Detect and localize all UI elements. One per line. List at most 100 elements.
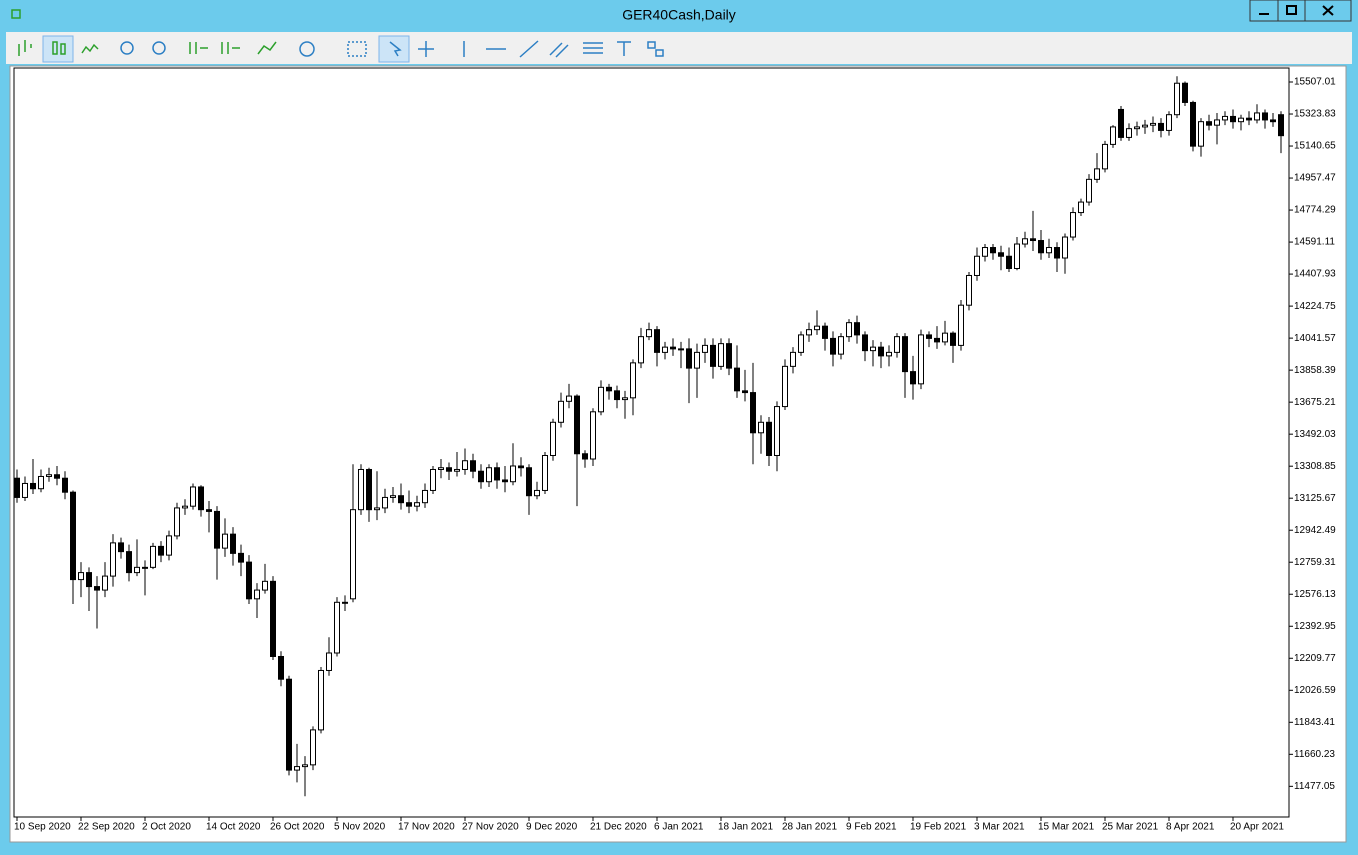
- candle-body: [54, 474, 60, 479]
- candle-body: [126, 551, 132, 574]
- candle-body: [222, 533, 228, 549]
- candle-body: [1022, 238, 1028, 245]
- plot-area: [13, 67, 1290, 818]
- y-tick-label: 13125.67: [1294, 493, 1336, 504]
- candle-body: [14, 477, 20, 498]
- y-tick-label: 14407.93: [1294, 269, 1336, 280]
- candle-body: [630, 362, 636, 399]
- candle-body: [486, 467, 492, 483]
- candle-body: [478, 470, 484, 483]
- zoom-out-icon[interactable]: [152, 41, 166, 55]
- close-icon: [1322, 5, 1334, 16]
- trendline-icon[interactable]: [519, 40, 539, 58]
- plot: 11477.05 11660.23 11843.41 12026.59 12209.77…: [14, 76, 1336, 833]
- candle-body: [1126, 128, 1132, 138]
- channel-icon[interactable]: [549, 42, 569, 58]
- candle-body: [606, 386, 612, 392]
- candle-body: [1262, 112, 1268, 121]
- candle-body: [990, 247, 996, 254]
- candle-body: [150, 545, 156, 568]
- candle-body: [1086, 178, 1092, 203]
- candle-body: [398, 495, 404, 504]
- candle-body: [1230, 115, 1236, 123]
- y-tick-label: 14957.47: [1294, 173, 1336, 184]
- y-tick-label: 12576.13: [1294, 589, 1336, 600]
- candle-body: [326, 652, 332, 671]
- y-tick-label: 13858.39: [1294, 365, 1336, 376]
- bar-chart-icon[interactable]: [18, 40, 32, 56]
- x-tick-label: 2 Oct 2020: [142, 822, 191, 833]
- candle-body: [750, 392, 756, 434]
- crosshair-icon[interactable]: [418, 41, 434, 57]
- candle-body: [1174, 82, 1180, 116]
- x-tick-label: 5 Nov 2020: [334, 822, 386, 833]
- candle-body: [166, 535, 172, 556]
- candle-body: [822, 325, 828, 339]
- candle-body: [1158, 122, 1164, 131]
- indicators-icon[interactable]: [257, 41, 277, 55]
- zoom-in-icon[interactable]: [120, 41, 134, 55]
- candle-body: [438, 467, 444, 470]
- candle-body: [206, 509, 212, 512]
- y-tick-label: 12026.59: [1294, 685, 1336, 696]
- candle-body: [366, 468, 372, 511]
- candle-body: [334, 601, 340, 654]
- x-tick-label: 9 Dec 2020: [526, 822, 578, 833]
- x-tick-label: 26 Oct 2020: [270, 822, 325, 833]
- candle-body: [678, 348, 684, 351]
- candle-body: [1190, 101, 1196, 147]
- window-controls[interactable]: [1249, 0, 1352, 22]
- candle-body: [102, 575, 108, 591]
- candle-body: [214, 510, 220, 549]
- candle-body: [1046, 247, 1052, 254]
- shapes-icon[interactable]: [647, 41, 664, 57]
- period-icon[interactable]: [299, 41, 315, 57]
- candle-body: [86, 572, 92, 588]
- candle-body: [542, 454, 548, 491]
- x-tick-label: 22 Sep 2020: [78, 822, 135, 833]
- minimize-button[interactable]: [1249, 0, 1279, 22]
- candle-body: [742, 390, 748, 394]
- y-tick-label: 14041.57: [1294, 333, 1336, 344]
- cursor-icon[interactable]: [389, 41, 402, 57]
- candle-body: [1118, 108, 1124, 138]
- candle-body: [62, 477, 68, 493]
- candle-body: [966, 274, 972, 306]
- scroll-icon[interactable]: [189, 42, 208, 54]
- candle-icon[interactable]: [52, 41, 66, 55]
- candle-body: [1038, 240, 1044, 254]
- candle-body: [374, 507, 380, 511]
- candle-body: [30, 482, 36, 490]
- x-tick-label: 14 Oct 2020: [206, 822, 261, 833]
- candle-body: [566, 395, 572, 402]
- candle-body: [1102, 143, 1108, 170]
- candle-body: [918, 334, 924, 385]
- candle-body: [1094, 168, 1100, 180]
- candle-body: [846, 322, 852, 338]
- candle-body: [510, 465, 516, 483]
- toolbar-selected: [42, 35, 74, 63]
- y-tick-label: 14224.75: [1294, 301, 1336, 312]
- line-icon[interactable]: [81, 43, 99, 54]
- toolbar-selected: [378, 35, 410, 63]
- candle-body: [94, 586, 100, 591]
- y-tick-label: 15140.65: [1294, 141, 1336, 152]
- maximize-button[interactable]: [1277, 0, 1306, 22]
- candle-body: [934, 337, 940, 343]
- fibo-icon[interactable]: [583, 42, 603, 54]
- candle-body: [886, 351, 892, 357]
- x-tick-label: 20 Apr 2021: [1230, 822, 1284, 833]
- candle-body: [982, 247, 988, 257]
- candle-body: [174, 507, 180, 537]
- candle-body: [926, 334, 932, 339]
- x-tick-label: 9 Feb 2021: [846, 822, 897, 833]
- candle-body: [390, 495, 396, 498]
- screenshot-icon[interactable]: [347, 41, 367, 57]
- shift-icon[interactable]: [221, 42, 240, 54]
- y-tick-label: 11843.41: [1294, 717, 1335, 728]
- candle-body: [350, 509, 356, 600]
- y-tick-label: 15507.01: [1294, 77, 1336, 88]
- candle-body: [790, 351, 796, 367]
- candle-body: [870, 346, 876, 352]
- text-icon[interactable]: [617, 41, 631, 56]
